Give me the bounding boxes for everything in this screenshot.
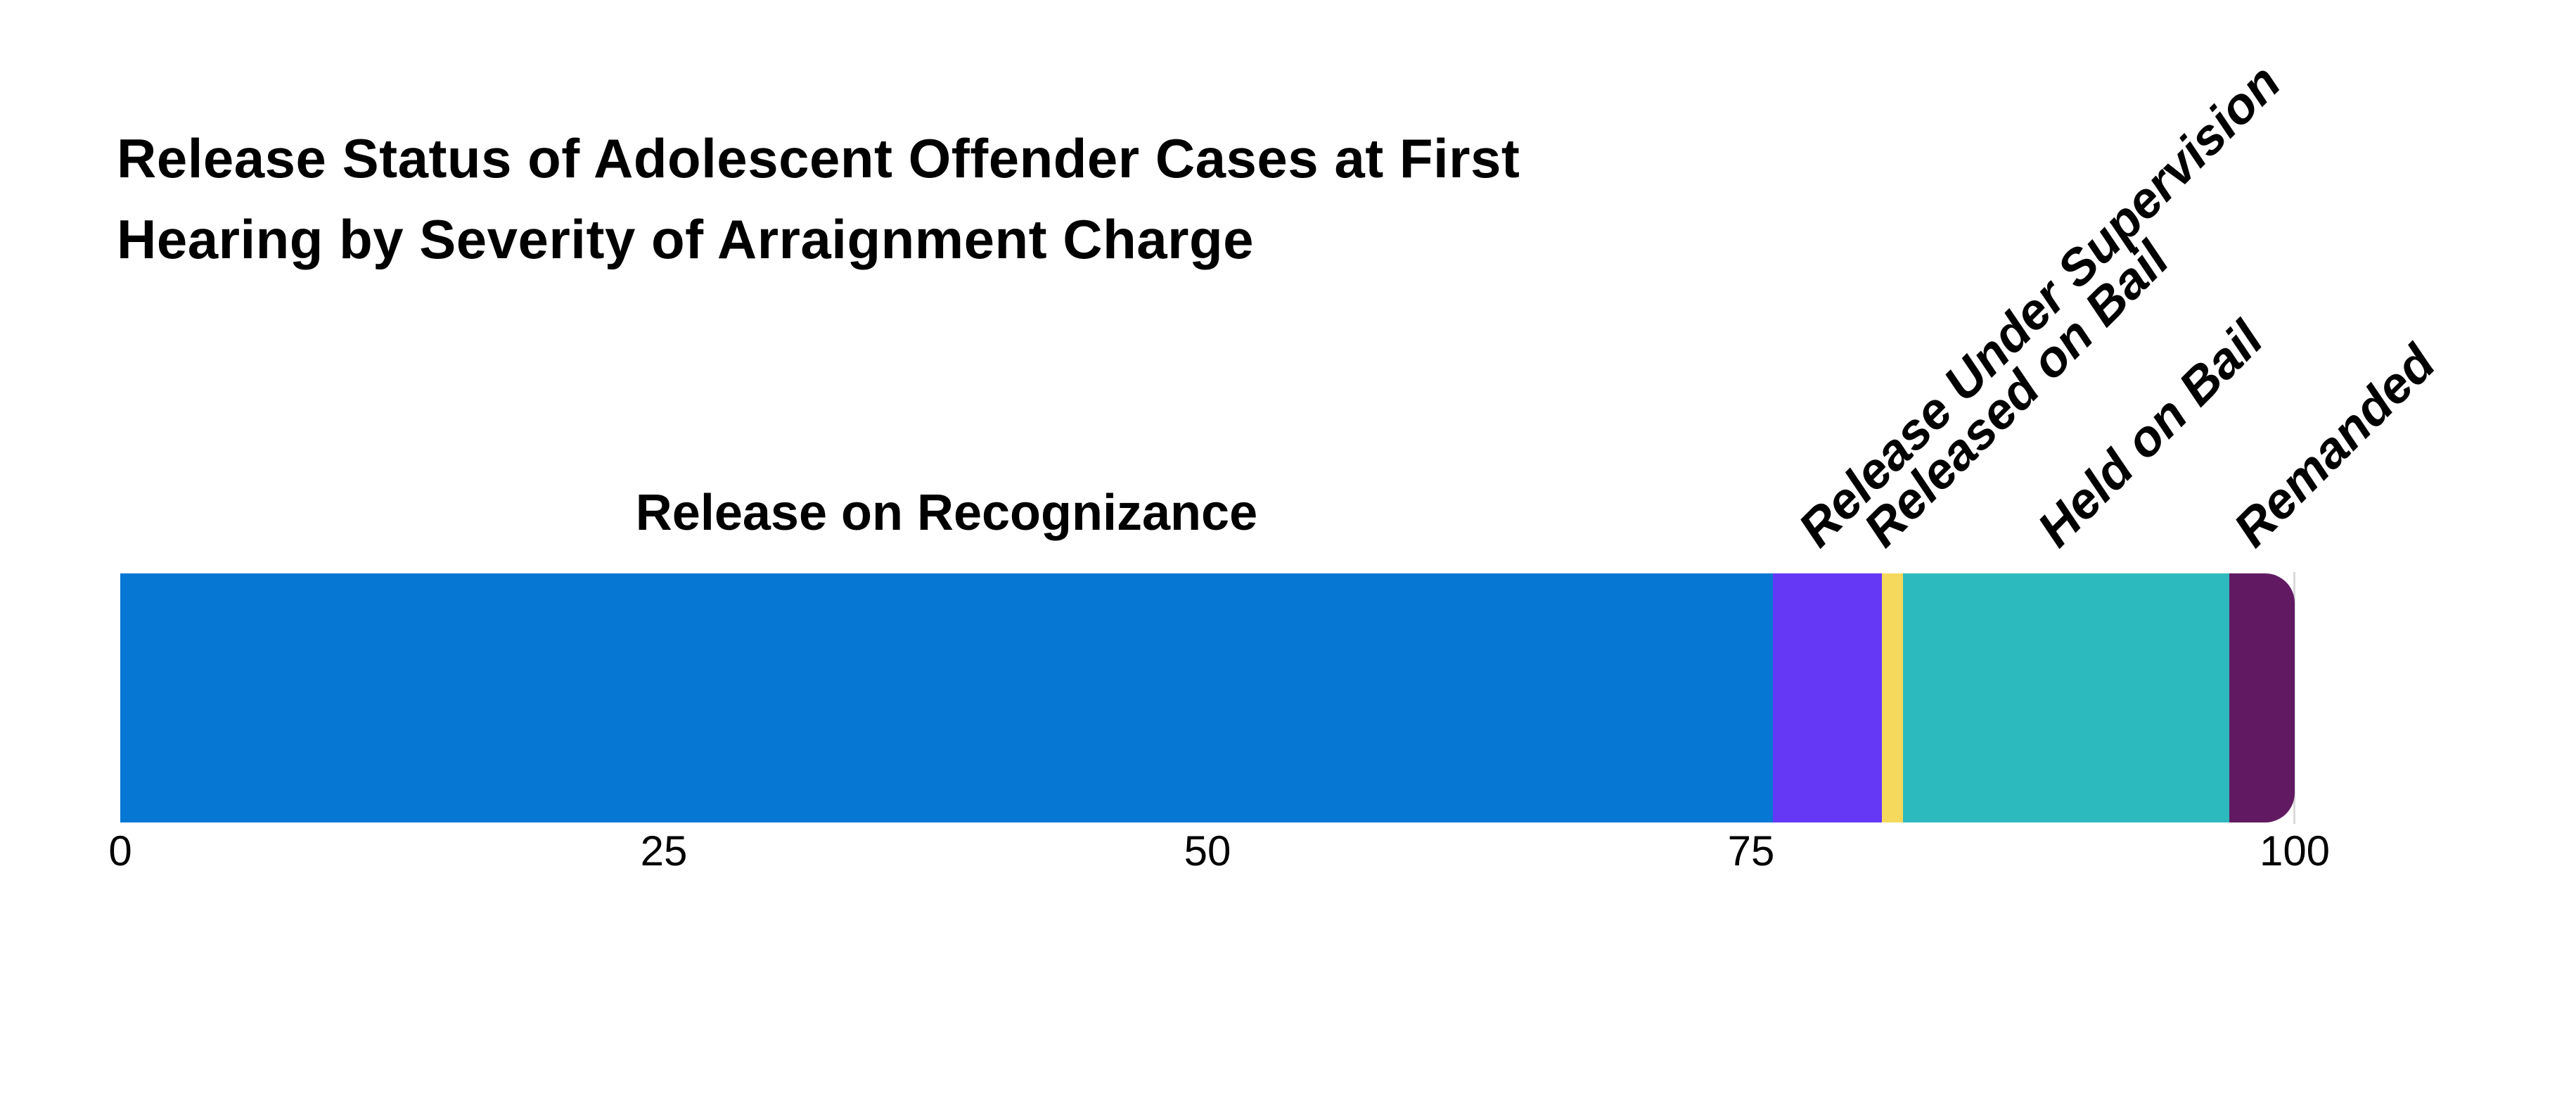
x-tick-label-50: 50 <box>1184 827 1231 875</box>
segment-label-text-release-on-recognizance: Release on Recognizance <box>635 485 1258 542</box>
x-tick-label-25: 25 <box>640 827 688 875</box>
x-tick-label-0: 0 <box>108 827 132 875</box>
chart-title-line-2: Hearing by Severity of Arraignment Charg… <box>117 208 1255 270</box>
bar-segment-held-on-bail <box>1903 573 2230 822</box>
chart-title: Release Status of Adolescent Offender Ca… <box>117 118 1520 280</box>
chart-title-line-1: Release Status of Adolescent Offender Ca… <box>117 127 1520 189</box>
bar-segment-release-under-supervision <box>1772 573 1882 822</box>
bar-segment-release-on-recognizance <box>120 573 1773 822</box>
x-tick-label-75: 75 <box>1727 827 1775 875</box>
x-tick-label-100: 100 <box>2259 827 2331 875</box>
segment-label-text-remanded: Remanded <box>2223 335 2446 558</box>
segment-label-text-release-under-supervision: Release Under Supervision <box>1788 54 2292 558</box>
bar-segment-remanded <box>2229 573 2295 822</box>
segment-label-text-released-on-bail: Released on Bail <box>1853 231 2180 558</box>
stacked-bar <box>120 573 2295 822</box>
bar-segment-released-on-bail <box>1881 573 1904 822</box>
